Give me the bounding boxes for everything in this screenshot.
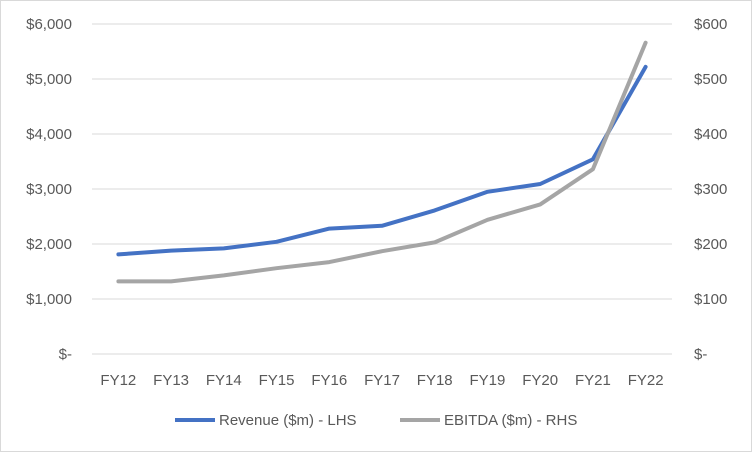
x-tick-label: FY13 <box>153 372 189 389</box>
right-tick-label: $500 <box>694 71 727 88</box>
x-tick-label: FY21 <box>575 372 611 389</box>
x-tick-label: FY22 <box>628 372 664 389</box>
x-tick-label: FY15 <box>259 372 295 389</box>
x-tick-label: FY12 <box>100 372 136 389</box>
legend-label-ebitda: EBITDA ($m) - RHS <box>444 412 577 429</box>
right-tick-label: $400 <box>694 126 727 143</box>
x-axis-ticks: FY12 FY13 FY14 FY15 FY16 FY17 FY18 FY19 FY20 FY21… <box>100 372 663 389</box>
right-tick-label: $100 <box>694 291 727 308</box>
left-tick-label: $5,000 <box>26 71 72 88</box>
series-lines <box>116 40 648 284</box>
x-tick-label: FY19 <box>470 372 506 389</box>
left-tick-label: $1,000 <box>26 291 72 308</box>
gridlines <box>92 23 672 355</box>
right-tick-label: $300 <box>694 181 727 198</box>
x-tick-label: FY20 <box>522 372 558 389</box>
legend-label-revenue: Revenue ($m) - LHS <box>219 412 357 429</box>
x-tick-label: FY14 <box>206 372 242 389</box>
x-tick-label: FY17 <box>364 372 400 389</box>
right-tick-label: $200 <box>694 236 727 253</box>
series-line-revenue <box>116 64 648 257</box>
x-tick-label: FY16 <box>311 372 347 389</box>
right-axis-ticks: $- $100 $200 $300 $400 $500 $600 <box>694 16 727 363</box>
left-tick-label: $- <box>59 346 72 363</box>
x-tick-label: FY18 <box>417 372 453 389</box>
right-tick-label: $- <box>694 346 707 363</box>
left-tick-label: $2,000 <box>26 236 72 253</box>
left-tick-label: $4,000 <box>26 126 72 143</box>
right-tick-label: $600 <box>694 16 727 33</box>
legend: Revenue ($m) - LHS EBITDA ($m) - RHS <box>175 412 577 429</box>
left-axis-ticks: $- $1,000 $2,000 $3,000 $4,000 $5,000 $6,000 <box>26 16 72 363</box>
left-tick-label: $6,000 <box>26 16 72 33</box>
left-tick-label: $3,000 <box>26 181 72 198</box>
